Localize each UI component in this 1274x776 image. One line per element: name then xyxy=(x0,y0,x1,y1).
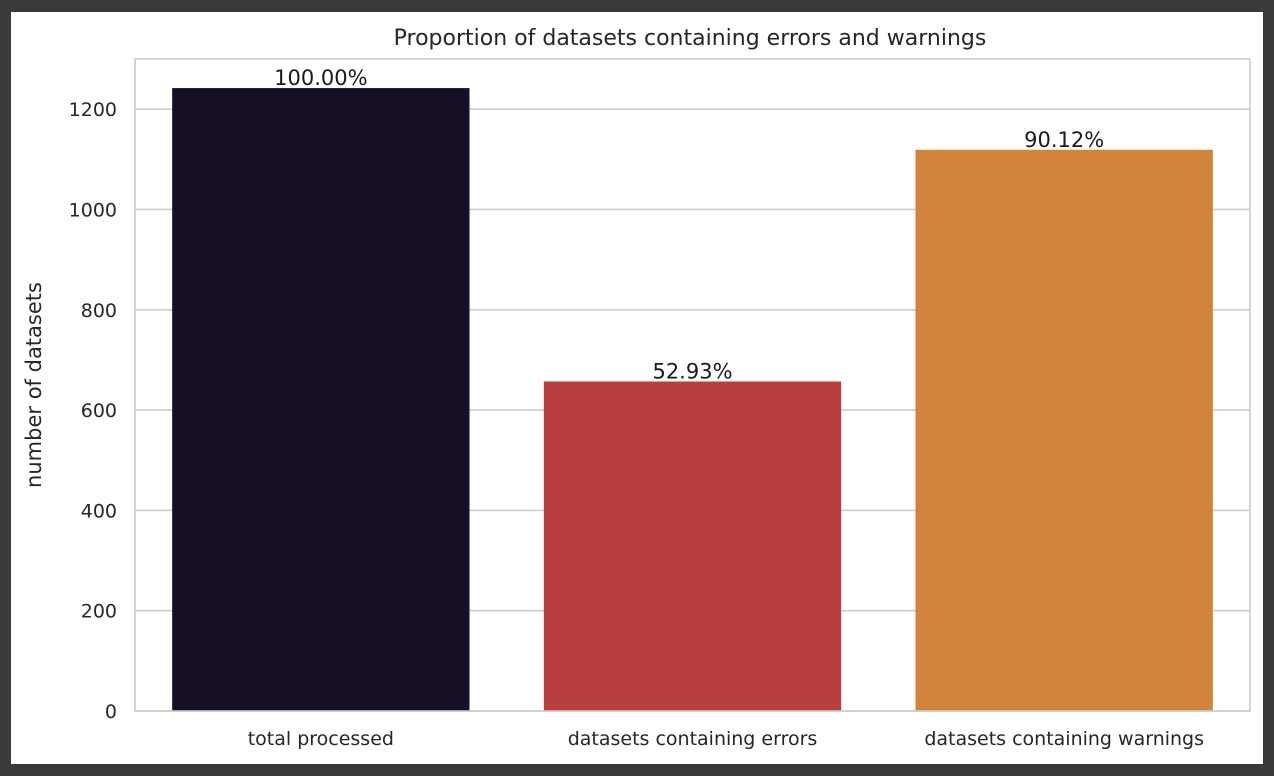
bar xyxy=(915,149,1213,712)
y-axis-label: number of datasets xyxy=(22,282,46,488)
y-tick-label: 800 xyxy=(81,300,117,322)
y-tick-label: 1000 xyxy=(69,199,117,221)
y-tick-label: 400 xyxy=(81,500,117,522)
bars xyxy=(172,88,1213,712)
y-tick-label: 1200 xyxy=(69,99,117,121)
chart-title: Proportion of datasets containing errors… xyxy=(394,26,987,51)
bar xyxy=(172,88,470,711)
bar xyxy=(543,381,842,711)
data-label: 90.12% xyxy=(1024,128,1104,152)
x-tick-label: datasets containing errors xyxy=(568,728,818,750)
y-tick-label: 600 xyxy=(81,400,117,422)
bar-chart: 0 200 400 600 800 1000 1200 total processed data… xyxy=(22,26,1251,750)
y-tick-label: 0 xyxy=(105,701,117,723)
x-tick-label: total processed xyxy=(248,728,394,750)
y-tick-label: 200 xyxy=(81,601,117,623)
data-label: 52.93% xyxy=(652,359,732,383)
plot-frame xyxy=(134,58,1251,712)
x-tick-label: datasets containing warnings xyxy=(924,728,1204,750)
data-label: 100.00% xyxy=(274,66,367,90)
data-labels: 100.00% 52.93% 90.12% xyxy=(274,66,1104,383)
chart-figure: 0 200 400 600 800 1000 1200 total processed data… xyxy=(11,12,1263,764)
tick-labels: 0 200 400 600 800 1000 1200 total processed data… xyxy=(69,99,1204,750)
